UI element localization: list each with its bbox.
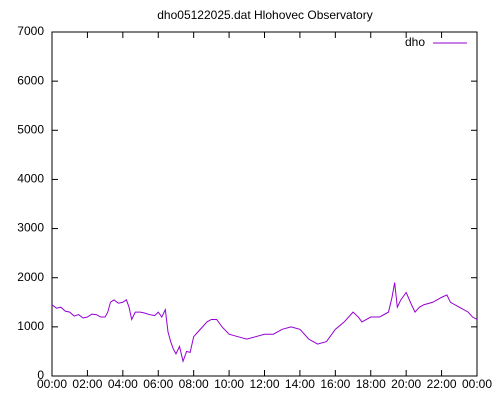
y-tick-label: 5000 [17,122,44,136]
y-tick-label: 6000 [17,73,44,87]
x-tick-label: 10:00 [214,377,244,391]
x-tick-label: 18:00 [356,377,386,391]
y-tick-label: 4000 [17,172,44,186]
x-tick-label: 04:00 [108,377,138,391]
x-tick-label: 02:00 [72,377,102,391]
y-tick-label: 0 [37,368,44,382]
x-tick-label: 08:00 [179,377,209,391]
x-tick-label: 22:00 [427,377,457,391]
y-tick-label: 3000 [17,221,44,235]
y-tick-label: 2000 [17,270,44,284]
y-tick-label: 7000 [17,24,44,38]
x-tick-label: 00:00 [462,377,492,391]
x-tick-label: 00:00 [37,377,67,391]
y-tick-label: 1000 [17,319,44,333]
x-tick-label: 12:00 [249,377,279,391]
legend-label: dho [405,35,425,49]
x-tick-label: 14:00 [285,377,315,391]
x-tick-label: 20:00 [391,377,421,391]
chart-title: dho05122025.dat Hlohovec Observatory [157,8,372,22]
x-tick-label: 16:00 [320,377,350,391]
x-tick-label: 06:00 [143,377,173,391]
data-line [51,282,478,364]
